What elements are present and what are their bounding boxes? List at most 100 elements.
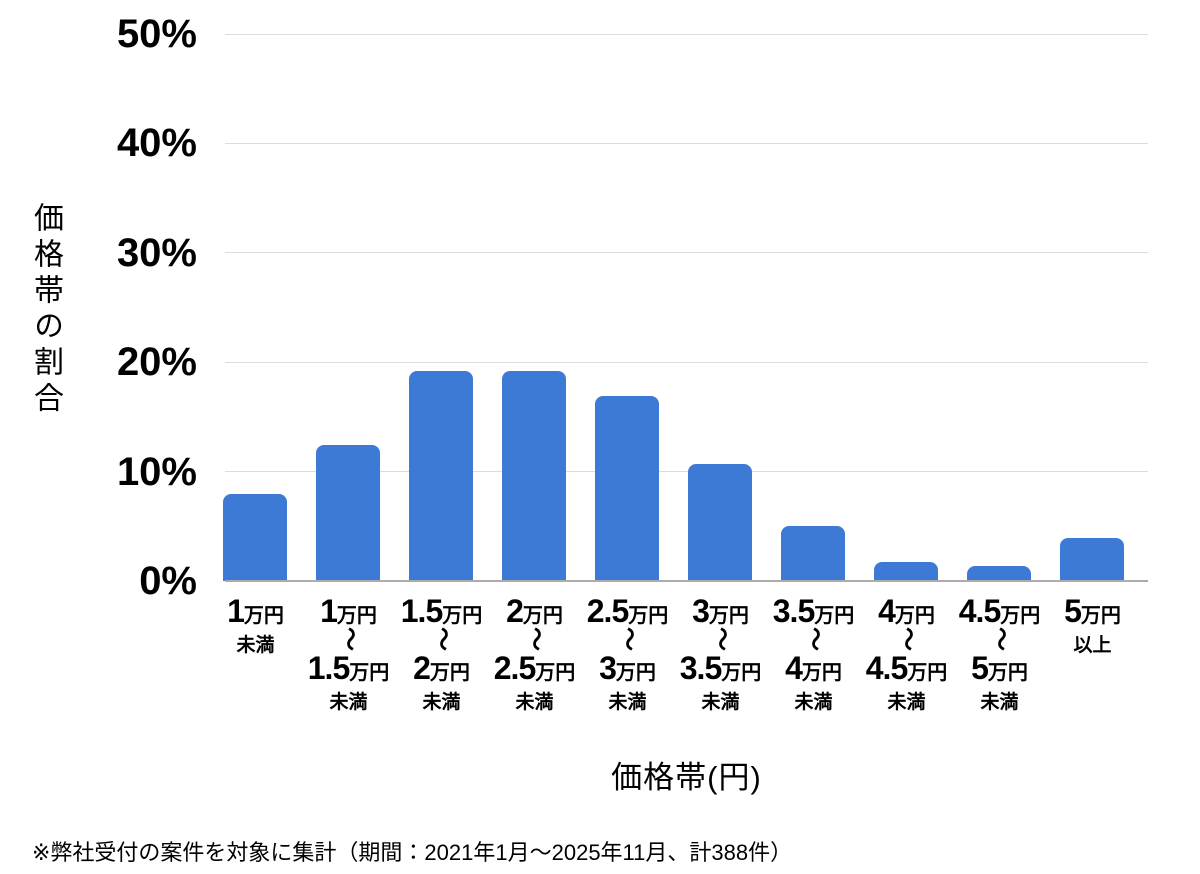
x-tick-line: 3.5万円 [674,652,767,684]
x-tick-number: 5 [1064,593,1082,629]
x-tick-suffix: 以上 [1073,635,1112,656]
x-tick-unit: 万円 [708,605,749,627]
x-tick-number: 2 [506,593,524,629]
x-tick-label: 3万円〜 3.5万円 未満 [674,595,767,714]
x-tick-unit: 万円 [615,662,656,684]
x-tick-line: 4.5万円 [953,595,1046,627]
x-tick-tilde: 〜 [581,627,674,652]
x-tick-number: 1.5 [307,650,350,686]
x-tick-suffix: 未満 [422,692,461,713]
x-tick-label: 1万円〜 1.5万円 未満 [302,595,395,714]
x-tick-number: 1 [227,593,245,629]
x-tick-suffix: 未満 [980,692,1019,713]
footnote: ※弊社受付の案件を対象に集計（期間：2021年1月〜2025年11月、計388件… [32,840,793,865]
x-tick-tilde: 〜 [302,627,395,652]
bar [409,371,473,581]
bar [502,371,566,581]
x-tick-unit: 万円 [1080,605,1121,627]
x-tick-line: 1.5万円 [302,652,395,684]
x-tick-unit: 万円 [628,605,669,627]
x-tick-line: 1万円 [209,595,302,627]
x-tick-label: 1万円 未満 [209,595,302,714]
x-tick-unit: 万円 [442,605,483,627]
bar [595,396,659,581]
x-tick-unit: 万円 [721,662,762,684]
gridline [225,252,1148,254]
x-tick-line: 1.5万円 [395,595,488,627]
x-tick-number: 3.5 [772,593,815,629]
y-tick-label: 20% [116,340,197,385]
x-tick-line: 5万円 [1046,595,1139,627]
x-tick-tilde: 〜 [860,627,953,652]
tilde-glyph: 〜 [335,627,363,651]
x-tick-line: 5万円 [953,652,1046,684]
y-tick-label: 40% [116,121,197,166]
x-axis-title: 価格帯(円) [611,760,762,795]
x-tick-line: 4.5万円 [860,652,953,684]
x-tick-label: 2万円〜 2.5万円 未満 [488,595,581,714]
x-tick-number: 5 [971,650,989,686]
x-tick-tilde: 〜 [395,627,488,652]
x-tick-unit: 万円 [907,662,948,684]
x-tick-line: 2.5万円 [581,595,674,627]
gridline [225,361,1148,363]
x-tick-number: 3.5 [679,650,722,686]
x-tick-number: 1.5 [400,593,443,629]
x-tick-number: 2 [413,650,431,686]
x-tick-line: 2万円 [488,595,581,627]
x-tick-tilde: 〜 [953,627,1046,652]
x-tick-tilde: 〜 [767,627,860,652]
x-tick-line: 2.5万円 [488,652,581,684]
x-tick-unit: 万円 [814,605,855,627]
y-tick-label: 0% [139,559,197,603]
x-tick-unit: 万円 [336,605,377,627]
x-tick-line: 3万円 [674,595,767,627]
x-tick-suffix: 未満 [887,692,926,713]
y-tick-label: 10% [116,449,197,494]
bar [967,565,1031,581]
x-tick-label: 1.5万円〜 2万円 未満 [395,595,488,714]
x-tick-label: 4万円〜 4.5万円未満 [860,595,953,714]
x-tick-unit: 万円 [535,662,576,684]
x-tick-line: 4万円 [860,595,953,627]
x-tick-number: 1 [320,593,338,629]
x-tick-unit: 万円 [429,662,470,684]
x-tick-line: 2万円 [395,652,488,684]
bar [874,562,938,581]
bar [316,445,380,581]
x-tick-unit: 万円 [243,605,284,627]
tilde-glyph: 〜 [521,627,549,651]
x-tick-label: 4.5万円〜 5万円 未満 [953,595,1046,714]
x-tick-suffix: 未満 [329,692,368,713]
x-tick-label: 5万円以上 [1046,595,1139,714]
bar [1060,538,1124,581]
tilde-glyph: 〜 [800,627,828,651]
bar [688,463,752,581]
x-tick-unit: 万円 [987,662,1028,684]
tilde-glyph: 〜 [428,627,456,651]
x-tick-tilde: 〜 [488,627,581,652]
x-tick-line: 3万円 [581,652,674,684]
gridline [225,33,1148,35]
x-tick-number: 4.5 [958,593,1001,629]
x-tick-suffix: 未満 [794,692,833,713]
x-tick-line: 1万円 [302,595,395,627]
tilde-glyph: 〜 [893,627,921,651]
x-tick-number: 3 [599,650,617,686]
tilde-glyph: 〜 [707,627,735,651]
x-tick-number: 3 [692,593,710,629]
gridline [225,471,1148,473]
x-tick-unit: 万円 [1000,605,1041,627]
y-tick-label: 50% [116,12,197,56]
y-axis-title: 価格帯の割合 [29,202,62,418]
x-tick-suffix: 未満 [701,692,740,713]
x-tick-number: 4.5 [865,650,908,686]
bar [781,526,845,581]
x-tick-unit: 万円 [522,605,563,627]
tilde-glyph: 〜 [614,627,642,651]
x-tick-suffix: 未満 [515,692,554,713]
plot-area: 0% 10% 20% 30% 40% 50% [117,14,1148,601]
y-tick-label: 30% [116,230,197,275]
x-axis-line [225,580,1148,582]
